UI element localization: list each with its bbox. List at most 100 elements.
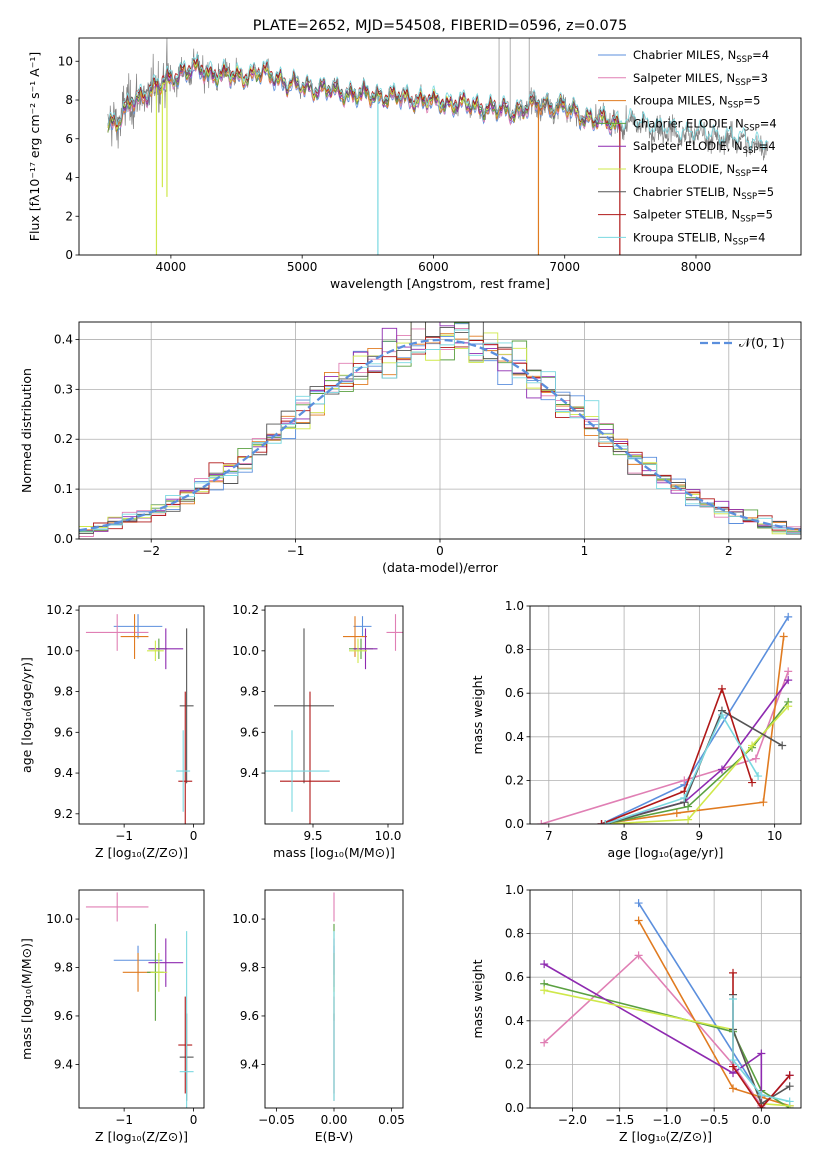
x-axis-label: mass [log₁₀(M/M⊙)] [273, 845, 395, 860]
y-axis-label: mass weight [470, 675, 485, 754]
legend-label-tail: =4 [759, 139, 776, 153]
y-tick-label: 9.4 [54, 1057, 73, 1071]
mass-weight-point [680, 776, 689, 785]
y-tick-label: 2 [65, 209, 73, 223]
x-tick-label: 4000 [156, 260, 187, 274]
legend-label: Salpeter STELIB, NSSP=5 [633, 208, 773, 225]
mass-weight-point [729, 1056, 738, 1065]
legend-label: Chabrier STELIB, NSSP=5 [633, 185, 774, 202]
legend-label-tail: =5 [756, 208, 773, 222]
legend-label-text: Salpeter ELODIE, N [633, 139, 743, 153]
mass-weight-point [778, 741, 787, 750]
legend-label-sub: SSP [733, 237, 749, 247]
y-tick-label: 0.6 [505, 686, 524, 700]
plot-area-spectrum [107, 38, 769, 255]
y-tick-label: 0.2 [54, 432, 73, 446]
x-tick-label: 0.0 [752, 1113, 771, 1127]
x-tick-label: 7000 [549, 260, 580, 274]
x-axis-label: Z [log₁₀(Z/Z⊙)] [619, 1129, 712, 1144]
mass-weight-point [785, 1082, 794, 1091]
x-axis-label: Z [log₁₀(Z/Z⊙)] [95, 845, 188, 860]
mass-weight-point [729, 995, 738, 1003]
axes-frame [78, 889, 205, 1109]
x-tick-label: 0 [190, 1113, 198, 1127]
legend-label-sub: SSP [744, 123, 760, 133]
y-tick-label: 9.8 [240, 685, 259, 699]
mass-weight-point [601, 820, 610, 824]
plot-area-age_vs_mass [265, 614, 403, 824]
y-tick-label: 9.8 [240, 961, 259, 975]
mass-weight-point [717, 765, 726, 774]
y-axis-label: Normed distribution [19, 368, 34, 493]
y-tick-label: 1.0 [505, 883, 524, 897]
legend-label: 𝒩(0, 1) [739, 335, 785, 350]
panel-mass_vs_z: −1 0 9.4 9.6 9.8 10.0 Z [log₁₀(Z/Z⊙)] mass [log… [19, 889, 205, 1144]
x-axis-label: E(B-V) [315, 1129, 354, 1144]
legend-label-tail: =5 [757, 185, 774, 199]
legend-label-tail: =3 [751, 71, 768, 85]
chart-title: PLATE=2652, MJD=54508, FIBERID=0596, z=0… [253, 18, 627, 34]
y-tick-label: 0.8 [505, 643, 524, 657]
mass-weight-point [757, 1104, 766, 1108]
y-axis-label: mass [log₁₀(M/M⊙)] [19, 938, 34, 1060]
mass-weight-point [540, 986, 549, 995]
mass-weight-point [784, 667, 793, 676]
y-tick-label: 9.4 [240, 1057, 259, 1071]
mass-weight-point [757, 1090, 766, 1099]
plot-area-weight_vs_age [537, 612, 793, 824]
x-axis-label: Z [log₁₀(Z/Z⊙)] [95, 1129, 188, 1144]
y-tick-label: 0.4 [505, 1014, 524, 1028]
mass-weight-line [637, 902, 763, 1098]
legend-label: Salpeter MILES, NSSP=3 [633, 71, 768, 88]
legend-label-sub: SSP [728, 101, 744, 111]
mass-weight-line [605, 705, 789, 824]
mass-weight-point [757, 1049, 766, 1058]
axes-frame [78, 605, 205, 825]
legend-label-tail: =4 [760, 116, 777, 130]
legend-label-text: Kroupa ELODIE, N [633, 162, 735, 176]
mass-weight-line [605, 701, 789, 824]
legend-label-text: Chabrier ELODIE, N [633, 116, 744, 130]
mass-weight-line [732, 999, 790, 1103]
plot-area-weight_vs_z [540, 899, 794, 1108]
mass-weight-line [637, 920, 790, 1107]
mass-weight-point [634, 951, 643, 960]
legend-label-tail: =4 [751, 162, 768, 176]
x-axis-label: (data-model)/error [382, 560, 499, 575]
y-tick-label: 10.2 [46, 603, 73, 617]
x-tick-label: 5000 [287, 260, 318, 274]
mass-weight-line [543, 982, 791, 1108]
x-tick-label: 0.05 [378, 1113, 405, 1127]
y-tick-label: 9.6 [240, 1009, 259, 1023]
y-tick-label: 8 [65, 93, 73, 107]
y-tick-label: 10.0 [46, 912, 73, 926]
y-tick-label: 0.2 [505, 773, 524, 787]
panel-age_vs_mass: 9.5 10.0 9.4 9.6 9.8 10.0 10.2 mass [log₁₀(M/M⊙… [232, 603, 404, 860]
mass-weight-point [751, 754, 760, 763]
mass-weight-point [759, 798, 768, 807]
axes-frame [264, 605, 404, 825]
y-tick-label: 0.8 [505, 927, 524, 941]
mass-weight-point [784, 676, 793, 685]
mass-weight-point [779, 632, 788, 641]
legend-label-sub: SSP [735, 78, 751, 88]
x-tick-label: −1 [115, 829, 133, 843]
x-tick-label: 9.5 [303, 829, 322, 843]
axes-frame [78, 321, 802, 540]
axes-frame [264, 889, 404, 1109]
legend-label-tail: =4 [748, 230, 765, 244]
mass-weight-point [597, 820, 606, 824]
y-tick-label: 0.3 [54, 382, 73, 396]
plot-area-residuals [79, 322, 801, 537]
y-tick-label: 9.4 [240, 766, 259, 780]
normal-distribution-curve [79, 338, 801, 532]
mass-weight-point [748, 778, 757, 787]
axes-frame [529, 605, 802, 825]
y-tick-label: 10 [58, 54, 73, 68]
y-tick-label: 0.0 [54, 532, 73, 546]
x-tick-label: 9 [696, 829, 704, 843]
mass-weight-point [748, 741, 757, 750]
y-tick-label: 0.2 [505, 1057, 524, 1071]
y-tick-label: 0.4 [505, 730, 524, 744]
